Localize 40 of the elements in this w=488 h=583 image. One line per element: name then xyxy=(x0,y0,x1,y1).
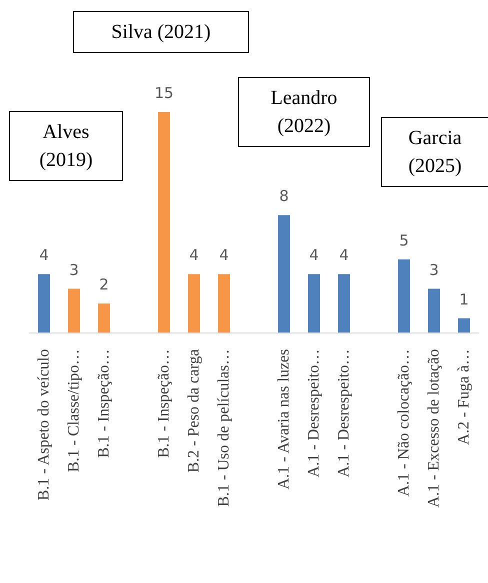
x-tick-label: A.1 - Avaria nas luzes xyxy=(276,349,292,490)
x-tick-label: B.1 - Inspeção… xyxy=(96,349,112,458)
bar xyxy=(188,274,200,333)
text: Silva (2021) xyxy=(73,11,249,53)
bar xyxy=(308,274,320,333)
bar xyxy=(158,112,170,333)
data-label: 4 xyxy=(189,246,199,264)
x-tick-label: B.1 - Aspeto do veículo xyxy=(36,349,52,501)
annotation: Leandro (2022) xyxy=(238,77,370,147)
x-tick-label: A.2 - Fuga à… xyxy=(456,349,472,445)
data-label: 3 xyxy=(69,260,79,279)
data-label: 2 xyxy=(99,276,109,294)
x-tick-label: B.2 - Peso da carga xyxy=(186,349,202,473)
bar xyxy=(98,304,110,333)
data-label: 8 xyxy=(279,187,289,206)
data-label: 4 xyxy=(39,246,49,264)
annotation: Garcia (2025) xyxy=(381,117,488,187)
bar xyxy=(68,288,80,333)
data-label: 5 xyxy=(399,231,409,250)
data-label: 4 xyxy=(309,246,319,264)
data-label: 1 xyxy=(459,290,469,308)
x-tick-label: A.1 - Não colocação… xyxy=(396,349,412,496)
bar xyxy=(428,288,440,333)
data-label: 15 xyxy=(154,84,174,102)
x-tick-label: B.1 - Classe/tipo… xyxy=(66,349,82,472)
bar xyxy=(218,274,230,333)
annotation: Alves (2019) xyxy=(9,111,123,181)
data-label: 4 xyxy=(219,246,229,264)
data-label: 4 xyxy=(339,246,349,264)
bar xyxy=(398,259,410,333)
bar xyxy=(38,274,50,333)
bar xyxy=(458,318,470,333)
x-tick-label: A.1 - Desrespeito… xyxy=(306,349,322,478)
x-tick-label: A.1 - Excesso de lotação xyxy=(426,349,442,508)
bar xyxy=(278,215,290,333)
x-tick-label: B.1 - Inspeção… xyxy=(156,349,172,458)
bar xyxy=(338,274,350,333)
x-tick-label: B.1 - Uso de películas… xyxy=(216,349,232,507)
data-label: 3 xyxy=(429,260,439,279)
x-tick-label: A.1 - Desrespeito… xyxy=(336,349,352,478)
